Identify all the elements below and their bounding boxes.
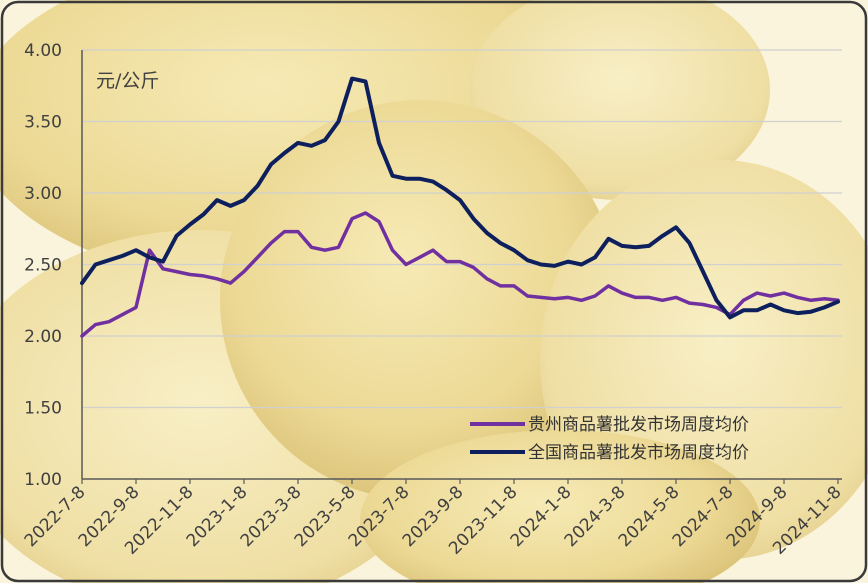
y-axis-label: 元/公斤	[96, 70, 159, 92]
y-tick-label: 2.00	[24, 327, 62, 347]
legend-label: 全国商品薯批发市场周度均价	[528, 443, 749, 463]
chart: 1.001.502.002.503.003.504.002022-7-82022…	[0, 0, 868, 583]
y-tick-label: 1.50	[24, 399, 62, 419]
y-tick-label: 1.00	[24, 470, 62, 490]
y-tick-label: 3.50	[24, 113, 62, 133]
y-tick-label: 4.00	[24, 41, 62, 61]
y-tick-label: 3.00	[24, 184, 62, 204]
legend-label: 贵州商品薯批发市场周度均价	[528, 415, 749, 435]
y-tick-label: 2.50	[24, 256, 62, 276]
